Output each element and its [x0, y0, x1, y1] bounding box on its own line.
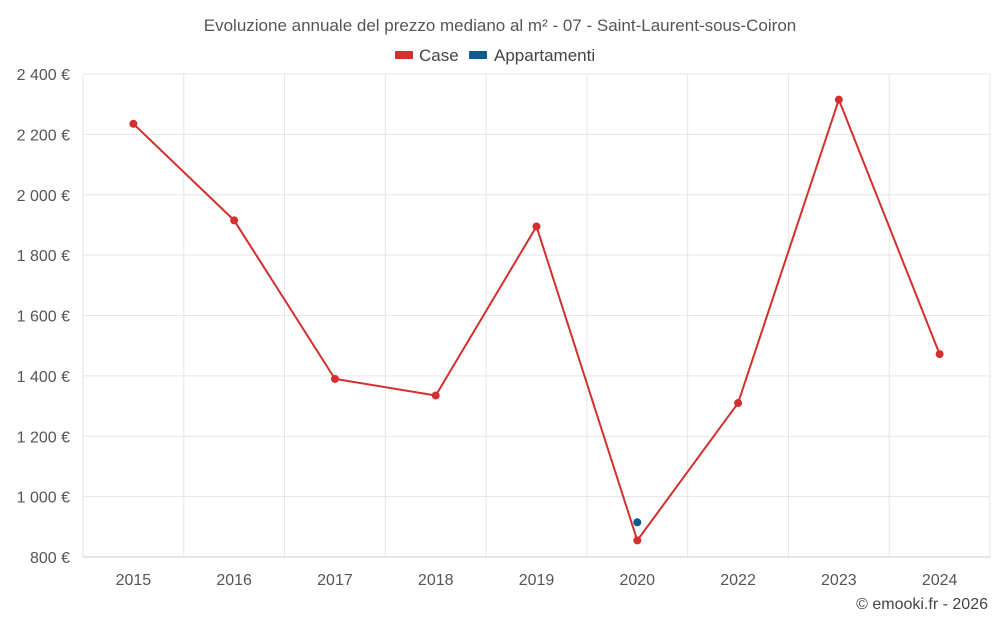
data-point-case[interactable] [330, 374, 339, 383]
x-tick-label: 2023 [821, 572, 857, 589]
data-point-case[interactable] [230, 216, 239, 225]
x-axis: 2015 2016 2017 2018 2019 2020 2022 2023 2024 [116, 572, 958, 589]
data-point-case[interactable] [129, 119, 138, 128]
credit-text: © emooki.fr - 2026 [856, 596, 988, 613]
y-tick-label: 2 400 € [17, 67, 70, 84]
series-line-case [132, 98, 941, 542]
y-axis: 800 € 1 000 € 1 200 € 1 400 € 1 600 € 1 800 €… [17, 67, 70, 567]
x-tick-label: 2024 [922, 572, 958, 589]
y-tick-label: 1 800 € [17, 248, 70, 265]
grid [82, 73, 991, 558]
chart-title: Evoluzione annuale del prezzo mediano al… [204, 16, 797, 35]
legend-swatch-case [395, 51, 413, 59]
data-point-case[interactable] [633, 536, 642, 545]
legend-item-appartamenti[interactable]: Appartamenti [469, 46, 595, 65]
y-tick-label: 800 € [30, 550, 70, 567]
y-tick-label: 1 000 € [17, 490, 70, 507]
y-tick-label: 1 200 € [17, 429, 70, 446]
y-tick-label: 2 200 € [17, 127, 70, 144]
x-tick-label: 2022 [720, 572, 756, 589]
legend-item-case[interactable]: Case [395, 46, 459, 65]
legend: Case Appartamenti [395, 46, 595, 65]
x-tick-label: 2019 [519, 572, 555, 589]
y-tick-label: 1 600 € [17, 309, 70, 326]
legend-label-case: Case [419, 46, 459, 65]
data-point-case[interactable] [834, 95, 843, 104]
x-tick-label: 2016 [216, 572, 252, 589]
x-tick-label: 2018 [418, 572, 454, 589]
legend-swatch-appartamenti [469, 51, 487, 59]
plot-area [129, 95, 944, 545]
y-tick-label: 2 000 € [17, 188, 70, 205]
x-tick-label: 2017 [317, 572, 353, 589]
y-tick-label: 1 400 € [17, 369, 70, 386]
data-point-case[interactable] [532, 222, 541, 231]
x-tick-label: 2015 [116, 572, 152, 589]
data-point-case[interactable] [431, 391, 440, 400]
legend-label-appartamenti: Appartamenti [494, 46, 595, 65]
data-point-case[interactable] [734, 399, 743, 408]
data-point-appartamenti[interactable] [633, 518, 642, 527]
x-tick-label: 2020 [619, 572, 655, 589]
data-point-case[interactable] [935, 350, 944, 359]
